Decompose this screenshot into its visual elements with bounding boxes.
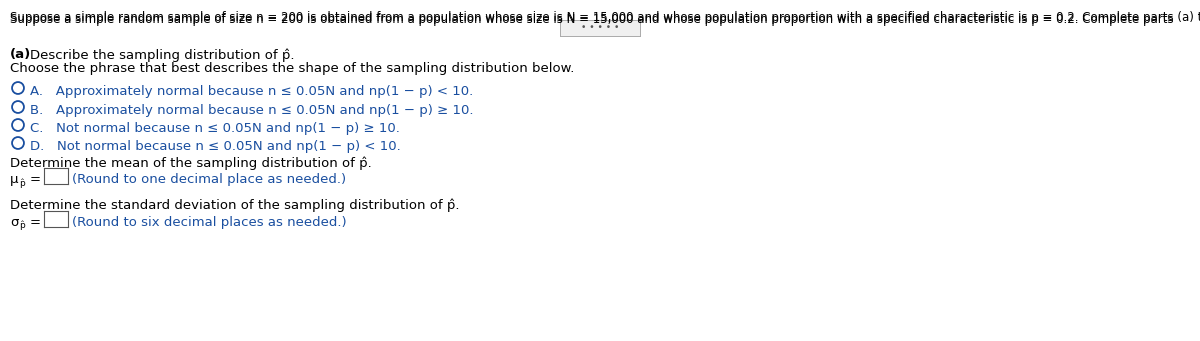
Text: μ: μ [10, 173, 18, 186]
Text: Suppose a simple random sample of size n = 200 is obtained from a population who: Suppose a simple random sample of size n… [10, 11, 1200, 24]
Text: (a): (a) [10, 48, 31, 61]
Text: Choose the phrase that best describes the shape of the sampling distribution bel: Choose the phrase that best describes th… [10, 62, 575, 75]
Text: (Round to one decimal place as needed.): (Round to one decimal place as needed.) [72, 173, 346, 186]
Text: Describe the sampling distribution of p̂.: Describe the sampling distribution of p̂… [30, 48, 294, 61]
Text: B.   Approximately normal because n ≤ 0.05N and np(1 − p) ≥ 10.: B. Approximately normal because n ≤ 0.05… [30, 104, 474, 117]
Text: σ: σ [10, 216, 18, 229]
Text: • • • • •: • • • • • [581, 24, 619, 32]
Text: C.   Not normal because n ≤ 0.05N and np(1 − p) ≥ 10.: C. Not normal because n ≤ 0.05N and np(1… [30, 122, 400, 135]
Text: Determine the mean of the sampling distribution of p̂.: Determine the mean of the sampling distr… [10, 156, 372, 169]
Text: p̂: p̂ [19, 221, 25, 231]
Text: Suppose a simple random sample of size n = 200 is obtained from a population who: Suppose a simple random sample of size n… [10, 13, 1177, 26]
Text: (Round to six decimal places as needed.): (Round to six decimal places as needed.) [72, 216, 347, 229]
Text: =: = [30, 173, 41, 186]
Text: A.   Approximately normal because n ≤ 0.05N and np(1 − p) < 10.: A. Approximately normal because n ≤ 0.05… [30, 85, 473, 98]
Text: Determine the standard deviation of the sampling distribution of p̂.: Determine the standard deviation of the … [10, 199, 460, 212]
Text: D.   Not normal because n ≤ 0.05N and np(1 − p) < 10.: D. Not normal because n ≤ 0.05N and np(1… [30, 140, 401, 153]
Text: p̂: p̂ [19, 178, 25, 188]
Text: =: = [30, 216, 41, 229]
